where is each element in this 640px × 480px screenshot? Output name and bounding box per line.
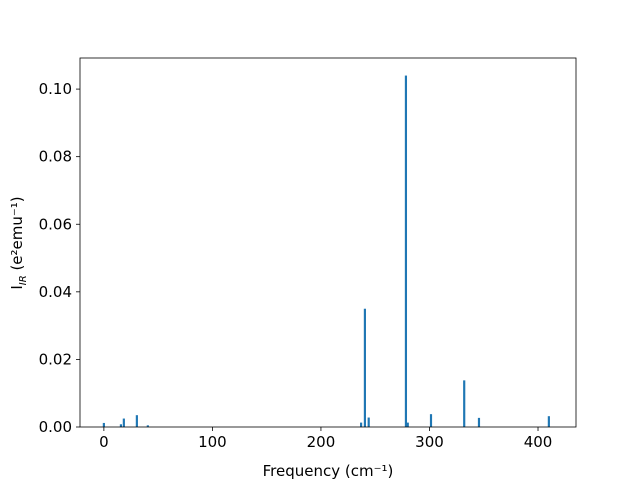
bar [404, 75, 408, 428]
y-tick-label: 0.00 [39, 418, 72, 436]
bar [102, 422, 105, 427]
y-tick-label: 0.08 [39, 148, 72, 166]
bar [406, 422, 409, 427]
y-axis-label: IIR (e²emu⁻¹) [8, 196, 29, 289]
x-axis-label: Frequency (cm⁻¹) [263, 462, 394, 480]
bar [360, 422, 363, 427]
bar [119, 424, 123, 427]
y-tick-label: 0.02 [39, 350, 72, 368]
axes-frame [79, 57, 577, 428]
y-tick-label: 0.06 [39, 215, 72, 233]
y-label-main: I [8, 285, 26, 289]
x-tick-label: 400 [524, 433, 553, 451]
bar [429, 414, 433, 427]
y-tick-label: 0.04 [39, 283, 72, 301]
y-label-sub: IR [18, 275, 29, 285]
bar [363, 308, 366, 427]
bar [463, 380, 466, 427]
y-tick-label: 0.10 [39, 80, 72, 98]
bar [122, 418, 125, 427]
bar [146, 425, 149, 427]
bar [135, 415, 138, 427]
bar [547, 416, 550, 427]
x-tick-label: 0 [99, 433, 109, 451]
x-tick-label: 200 [307, 433, 336, 451]
bar [367, 417, 370, 427]
x-tick-label: 100 [198, 433, 227, 451]
bar [477, 417, 481, 427]
x-tick-label: 300 [415, 433, 444, 451]
y-label-unit: (e²emu⁻¹) [8, 196, 26, 275]
